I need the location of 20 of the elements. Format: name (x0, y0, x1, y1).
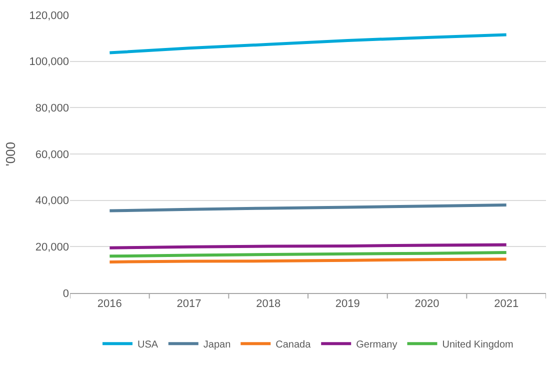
x-tick-label: 2018 (256, 298, 281, 310)
line-series (108, 33, 508, 54)
x-tick-label: 2019 (335, 298, 360, 310)
legend-label: United Kingdom (442, 340, 514, 351)
legend-label: Japan (203, 340, 231, 351)
y-tick-label: 20,000 (35, 242, 69, 254)
y-tick-label: 0 (62, 288, 69, 300)
x-tick-label: 2021 (494, 298, 519, 310)
x-tick-label: 2016 (97, 298, 122, 310)
legend-label: Canada (276, 340, 312, 351)
legend-label: Germany (356, 340, 398, 351)
y-tick-label: 80,000 (35, 102, 69, 115)
x-tick-label: 2020 (414, 298, 440, 310)
x-tick-label: 2017 (176, 298, 202, 310)
y-tick-label: 40,000 (35, 195, 69, 208)
y-axis-title: '000 (3, 142, 18, 166)
legend-label: USA (138, 340, 158, 351)
y-tick-label: 100,000 (29, 56, 69, 68)
y-tick-label: 120,000 (29, 10, 69, 22)
y-tick-label: 60,000 (35, 148, 69, 161)
